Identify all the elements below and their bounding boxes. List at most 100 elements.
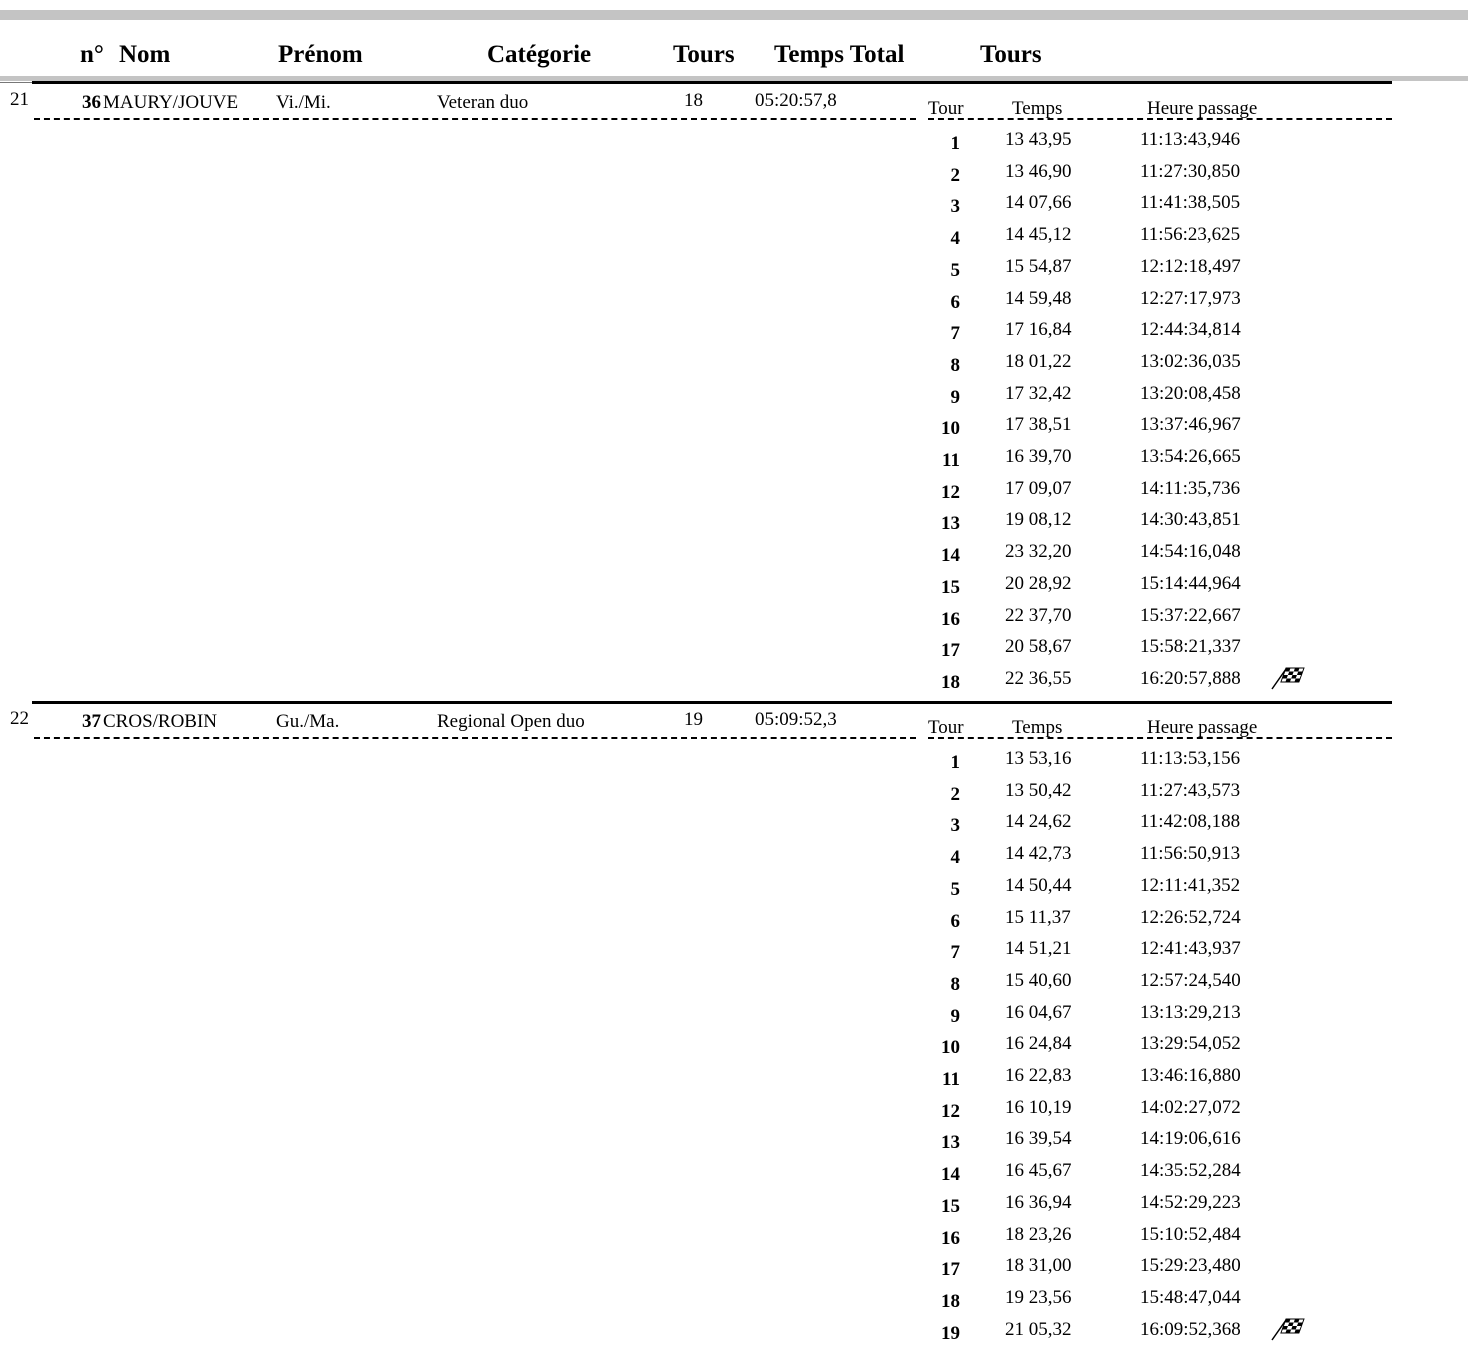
lap-time: 18 31,00 [1005,1255,1072,1276]
entry-dashed-rule [34,737,916,739]
entry-prenom: Vi./Mi. [276,92,331,113]
header-temps-total: Temps Total [774,41,905,68]
lap-number: 9 [950,1006,961,1027]
lap-passage-time: 12:57:24,540 [1140,970,1241,991]
entry-tours: 19 [684,709,703,730]
lap-time: 13 46,90 [1005,161,1072,182]
lap-time: 15 11,37 [1005,907,1071,928]
lap-time: 14 07,66 [1005,192,1072,213]
lap-passage-time: 13:20:08,458 [1140,383,1241,404]
lap-passage-time: 16:09:52,368 [1140,1319,1241,1340]
lap-number: 3 [950,815,961,836]
lap-time: 16 39,54 [1005,1128,1072,1149]
lap-number: 14 [941,1164,960,1185]
entry-dashed-rule [34,118,916,120]
lap-time: 22 37,70 [1005,605,1072,626]
lap-time: 13 43,95 [1005,129,1072,150]
header-tours-laps: Tours [980,41,1042,68]
lap-number: 18 [941,1291,960,1312]
lap-passage-time: 14:19:06,616 [1140,1128,1241,1149]
lap-time: 13 50,42 [1005,780,1072,801]
laps-header-temps: Temps [1012,98,1063,119]
entry-number: 37 [82,711,101,732]
lap-number: 9 [950,387,961,408]
lap-passage-time: 15:10:52,484 [1140,1224,1241,1245]
entry-categorie: Regional Open duo [437,711,585,732]
laps-header-temps: Temps [1012,717,1063,738]
lap-passage-time: 11:41:38,505 [1140,192,1241,213]
lap-passage-time: 15:14:44,964 [1140,573,1241,594]
lap-time: 16 36,94 [1005,1192,1072,1213]
lap-passage-time: 14:02:27,072 [1140,1097,1241,1118]
lap-time: 14 24,62 [1005,811,1072,832]
lap-passage-time: 13:37:46,967 [1140,414,1241,435]
laps-header-tour: Tour [928,98,964,119]
header-prenom: Prénom [278,41,363,68]
lap-time: 19 08,12 [1005,509,1072,530]
lap-time: 16 45,67 [1005,1160,1072,1181]
top-grey-band [0,10,1468,20]
entry-temps-total: 05:09:52,3 [755,709,837,730]
lap-time: 14 51,21 [1005,938,1072,959]
lap-number: 12 [941,482,960,503]
header-rule-left [0,82,32,83]
lap-number: 5 [950,879,961,900]
lap-number: 18 [941,672,960,693]
lap-passage-time: 14:54:16,048 [1140,541,1241,562]
lap-number: 16 [941,1228,960,1249]
lap-time: 19 23,56 [1005,1287,1072,1308]
lap-time: 14 42,73 [1005,843,1072,864]
laps-header-heure-passage: Heure passage [1147,717,1258,738]
lap-time: 17 32,42 [1005,383,1072,404]
lap-passage-time: 15:58:21,337 [1140,636,1241,657]
lap-number: 17 [941,1259,960,1280]
header-no: n° [80,41,104,68]
lap-number: 8 [950,355,961,376]
lap-time: 17 16,84 [1005,319,1072,340]
lap-passage-time: 13:54:26,665 [1140,446,1241,467]
lap-number: 6 [950,292,961,313]
lap-number: 3 [950,196,961,217]
lap-passage-time: 11:13:43,946 [1140,129,1241,150]
lap-time: 15 54,87 [1005,256,1072,277]
lap-passage-time: 13:29:54,052 [1140,1033,1241,1054]
lap-time: 16 39,70 [1005,446,1072,467]
lap-time: 18 01,22 [1005,351,1072,372]
lap-number: 2 [950,784,961,805]
entry-number: 36 [82,92,101,113]
lap-number: 6 [950,911,961,932]
lap-number: 5 [950,260,961,281]
lap-passage-time: 15:29:23,480 [1140,1255,1241,1276]
lap-number: 10 [941,418,960,439]
entry-categorie: Veteran duo [437,92,529,113]
lap-number: 15 [941,577,960,598]
laps-header-tour: Tour [928,717,964,738]
entry-nom: CROS/ROBIN [103,711,218,732]
lap-passage-time: 14:11:35,736 [1140,478,1241,499]
lap-time: 16 10,19 [1005,1097,1072,1118]
lap-number: 1 [950,752,961,773]
lap-time: 20 28,92 [1005,573,1072,594]
lap-time: 14 59,48 [1005,288,1072,309]
entry-rank: 22 [10,708,29,729]
lap-time: 21 05,32 [1005,1319,1072,1340]
lap-number: 12 [941,1101,960,1122]
lap-passage-time: 14:52:29,223 [1140,1192,1241,1213]
lap-passage-time: 15:48:47,044 [1140,1287,1241,1308]
lap-passage-time: 16:20:57,888 [1140,668,1241,689]
header-categorie: Catégorie [487,41,592,68]
lap-number: 17 [941,640,960,661]
lap-passage-time: 14:30:43,851 [1140,509,1241,530]
lap-time: 14 45,12 [1005,224,1072,245]
header-tours: Tours [673,41,735,68]
lap-passage-time: 15:37:22,667 [1140,605,1241,626]
lap-number: 14 [941,545,960,566]
lap-passage-time: 12:11:41,352 [1140,875,1241,896]
checkered-flag-icon [1268,665,1308,691]
laps-header-dashed-rule [928,118,1392,120]
lap-time: 15 40,60 [1005,970,1072,991]
lap-time: 22 36,55 [1005,668,1072,689]
lap-number: 15 [941,1196,960,1217]
entry-nom: MAURY/JOUVE [103,92,239,113]
lap-time: 23 32,20 [1005,541,1072,562]
